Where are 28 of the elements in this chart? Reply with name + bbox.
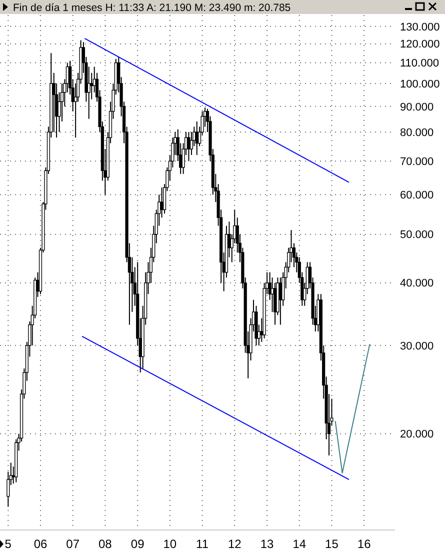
y-tick-label: 20.000 <box>400 428 434 441</box>
x-tick-label: 13 <box>260 537 274 551</box>
y-tick-label: 100.000 <box>400 78 440 90</box>
x-tick-label: 5 <box>4 537 12 551</box>
x-tick-label: 10 <box>163 537 177 551</box>
x-tick-label: 15 <box>325 537 339 551</box>
y-tick-label: 70.000 <box>400 156 434 168</box>
x-tick-label: 14 <box>292 537 306 551</box>
y-tick-label: 130.000 <box>400 21 440 34</box>
chart-title: Fin de día 1 meses H: 11:33 A: 21.190 M: 23.490 m: 20.785 <box>13 2 291 14</box>
x-tick-label: 11 <box>196 537 209 551</box>
x-tick-label: 08 <box>98 537 112 551</box>
candlestick <box>87 66 90 120</box>
x-tick-label: 16 <box>357 537 372 551</box>
x-tick-label: 06 <box>34 537 48 551</box>
y-tick-label: 80.000 <box>400 126 434 139</box>
y-tick-label: 40.000 <box>400 278 434 290</box>
x-tick-label: 12 <box>228 537 242 551</box>
y-tick-label: 30.000 <box>400 340 434 352</box>
candlestick <box>187 132 190 162</box>
y-tick-label: 110.000 <box>400 58 439 70</box>
x-tick-label: 09 <box>130 537 145 551</box>
y-tick-label: 60.000 <box>400 190 434 202</box>
y-tick-label: 90.000 <box>400 101 434 114</box>
y-tick-label: 50.000 <box>400 229 434 242</box>
y-tick-label: 120.000 <box>400 38 440 51</box>
x-tick-label: 07 <box>66 537 80 551</box>
candlestick <box>160 187 164 218</box>
